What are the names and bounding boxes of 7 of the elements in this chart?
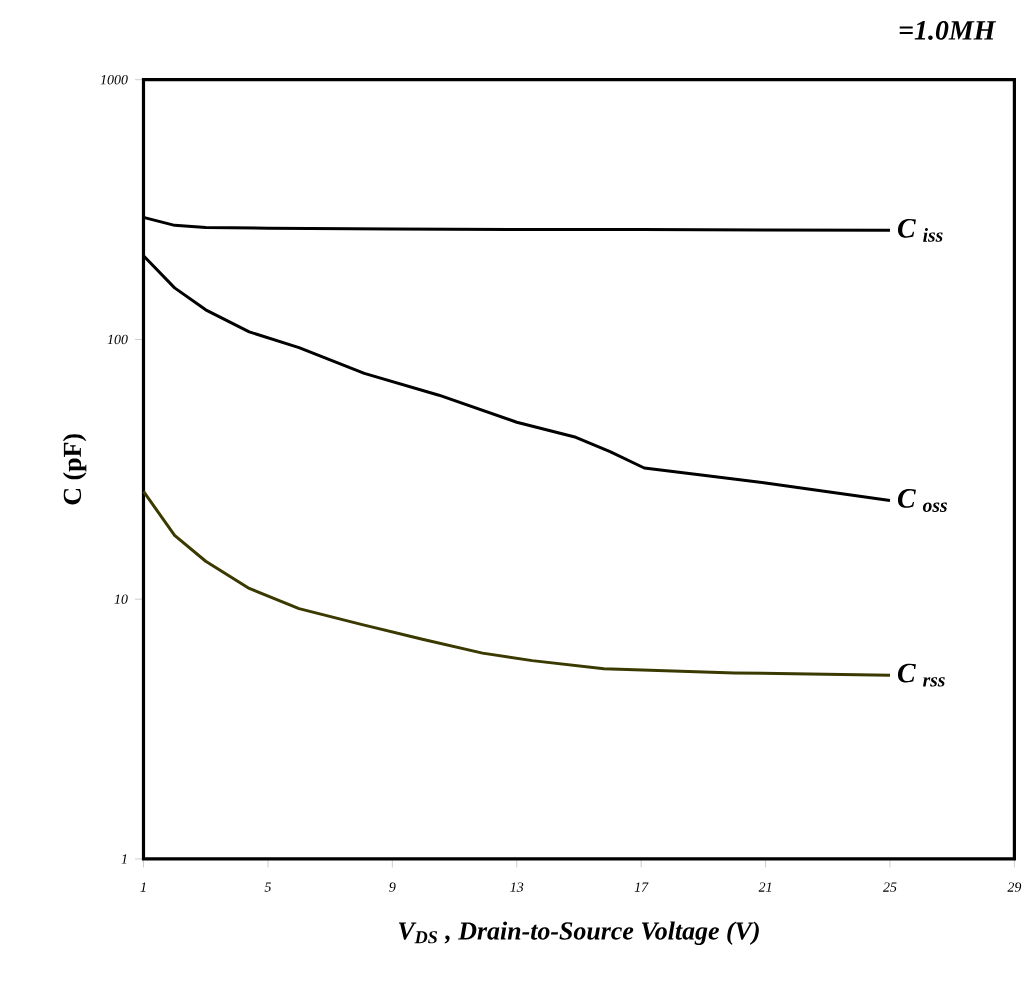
text: =1.0MH [899,20,997,40]
y-axis-title: C (pF) [62,433,87,505]
series-label: C $_{iss}$ [897,218,943,242]
series-label: C $_{oss}$ [897,488,947,512]
series-label: C $_{rss}$ [897,663,945,687]
x-axis-title: V$_{DS}$ , Drain-to-Source Voltage (V) [398,921,759,945]
line-series [142,489,892,677]
